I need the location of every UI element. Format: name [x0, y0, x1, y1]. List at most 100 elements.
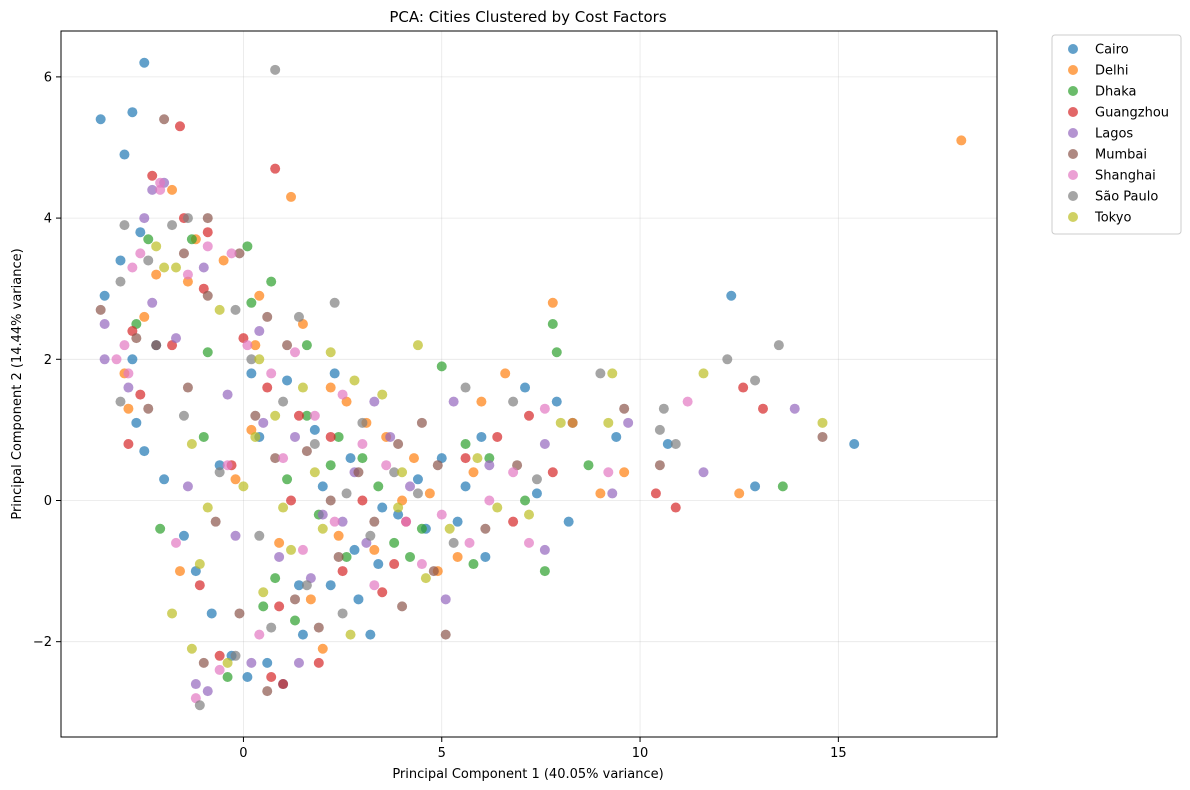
data-point [301, 580, 312, 591]
data-point [329, 297, 340, 308]
data-point [389, 467, 400, 478]
data-point [262, 382, 273, 393]
data-point [270, 573, 281, 584]
data-point [670, 439, 681, 450]
data-point [353, 594, 364, 605]
data-point [250, 431, 261, 442]
data-point [317, 523, 328, 534]
data-point [452, 551, 463, 562]
data-point [155, 177, 166, 188]
data-point [397, 467, 408, 478]
data-point [397, 601, 408, 612]
data-point [452, 516, 463, 527]
legend-label: Shanghai [1095, 169, 1156, 184]
data-point [262, 657, 273, 668]
data-point [476, 431, 487, 442]
data-point [369, 580, 380, 591]
legend-marker [1068, 212, 1078, 222]
data-point [297, 629, 308, 640]
data-point [623, 417, 634, 428]
data-point [603, 467, 614, 478]
data-point [198, 657, 209, 668]
data-point [139, 446, 150, 457]
data-point [480, 523, 491, 534]
data-point [654, 424, 665, 435]
data-point [508, 516, 519, 527]
data-point [174, 566, 185, 577]
data-point [293, 657, 304, 668]
data-point [198, 431, 209, 442]
data-point [159, 262, 170, 273]
data-point [290, 347, 300, 358]
data-point [373, 481, 384, 492]
data-point [167, 220, 178, 231]
data-point [250, 410, 261, 421]
legend-marker [1068, 44, 1078, 54]
data-point [563, 516, 574, 527]
data-point [567, 417, 578, 428]
data-point [123, 403, 134, 414]
data-point [524, 537, 534, 548]
data-point [377, 502, 388, 513]
data-point [222, 657, 233, 668]
data-point [547, 297, 558, 308]
data-point [151, 241, 162, 252]
y-tick-label: 4 [44, 212, 52, 227]
legend-label: Lagos [1095, 127, 1133, 142]
series-Lagos [99, 177, 800, 697]
data-point [420, 573, 431, 584]
data-point [524, 509, 534, 520]
data-point [119, 149, 130, 160]
data-point [341, 551, 352, 562]
data-point [171, 333, 182, 344]
data-point [95, 304, 106, 315]
data-point [405, 481, 416, 492]
data-point [412, 474, 423, 485]
data-point [266, 368, 277, 379]
data-point [357, 439, 368, 450]
data-point [416, 523, 427, 534]
data-point [234, 248, 245, 259]
data-point [369, 544, 380, 555]
data-point [365, 530, 376, 541]
data-point [293, 410, 304, 421]
data-point [412, 488, 423, 499]
data-point [607, 368, 618, 379]
data-point [290, 431, 300, 442]
y-axis-label: Principal Component 2 (14.44% variance) [10, 248, 25, 519]
data-point [531, 474, 542, 485]
series-Delhi [119, 135, 967, 654]
data-point [654, 460, 665, 471]
data-point [393, 509, 404, 520]
data-point [353, 467, 364, 478]
data-point [817, 431, 828, 442]
data-point [345, 453, 356, 464]
data-point [520, 382, 531, 393]
data-point [182, 276, 193, 287]
data-point [246, 657, 257, 668]
data-point [119, 340, 130, 351]
data-point [460, 453, 471, 464]
legend-marker [1068, 149, 1078, 159]
data-point [131, 417, 142, 428]
data-point [159, 474, 170, 485]
data-point [956, 135, 967, 146]
data-point [99, 354, 110, 365]
data-point [131, 333, 142, 344]
series-Shanghai [111, 177, 693, 704]
data-point [472, 453, 483, 464]
data-point [297, 544, 308, 555]
data-point [290, 594, 300, 605]
data-point [377, 587, 388, 598]
legend-label: Guangzhou [1095, 106, 1169, 121]
data-point [238, 481, 249, 492]
data-point [297, 382, 308, 393]
data-point [301, 410, 312, 421]
data-point [254, 354, 265, 365]
data-point [464, 537, 475, 548]
data-point [468, 467, 479, 478]
data-point [210, 516, 221, 527]
data-point [333, 551, 344, 562]
data-point [357, 495, 368, 506]
data-point [524, 410, 534, 421]
